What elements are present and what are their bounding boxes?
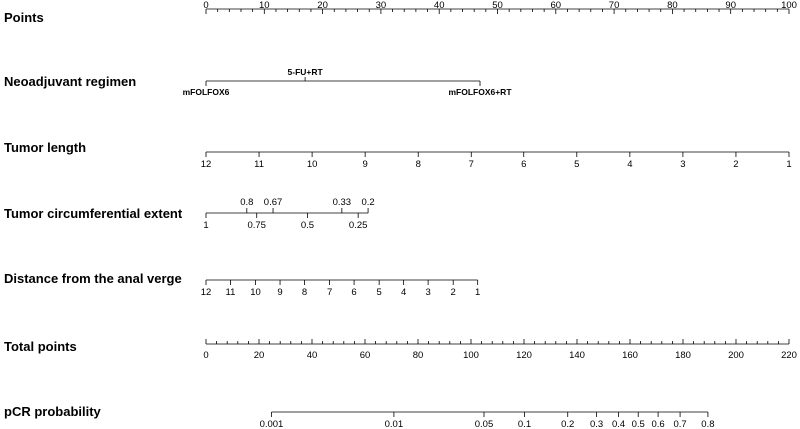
value-label: 2: [733, 159, 738, 170]
tick-label-5: 100: [463, 350, 479, 361]
value-label: 5: [574, 159, 579, 170]
tick-label-5: 160: [622, 350, 638, 361]
row-label-4: Distance from the anal verge: [4, 271, 182, 286]
value-label: 2: [451, 287, 456, 298]
probability-label: 0.01: [385, 419, 404, 429]
value-label: 0.33: [333, 197, 352, 208]
value-label: 5: [377, 287, 382, 298]
tick-label-0: 50: [492, 0, 503, 11]
value-label: 0.5: [301, 220, 314, 231]
value-label: 6: [351, 287, 356, 298]
value-label: 12: [201, 159, 212, 170]
tick-label-0: 90: [725, 0, 736, 11]
probability-label: 0.7: [673, 419, 686, 429]
probability-label: 0.05: [475, 419, 494, 429]
value-label: 0.67: [264, 197, 283, 208]
value-label: 12: [201, 287, 212, 298]
row-label-2: Tumor length: [4, 140, 86, 155]
tick-label-5: 200: [728, 350, 744, 361]
value-label: 0.2: [361, 197, 374, 208]
tick-label-5: 0: [203, 350, 208, 361]
probability-label: 0.5: [632, 419, 645, 429]
tick-label-5: 180: [675, 350, 691, 361]
value-label: 6: [521, 159, 526, 170]
category-label: 5-FU+RT: [288, 67, 324, 77]
value-label: 1: [203, 220, 208, 231]
tick-label-5: 40: [307, 350, 318, 361]
tick-label-0: 80: [667, 0, 678, 11]
probability-label: 0.001: [260, 419, 284, 429]
value-label: 0.25: [349, 220, 368, 231]
value-label: 8: [302, 287, 307, 298]
tick-label-0: 20: [317, 0, 328, 11]
value-label: 3: [425, 287, 430, 298]
value-label: 9: [277, 287, 282, 298]
value-label: 11: [254, 159, 264, 170]
value-label: 7: [469, 159, 474, 170]
tick-label-0: 40: [434, 0, 445, 11]
value-label: 0.75: [247, 220, 266, 231]
value-label: 4: [401, 287, 406, 298]
probability-label: 0.8: [701, 419, 714, 429]
value-label: 1: [475, 287, 480, 298]
tick-label-5: 220: [781, 350, 797, 361]
tick-label-5: 120: [516, 350, 532, 361]
tick-label-0: 70: [609, 0, 620, 11]
tick-label-0: 30: [376, 0, 387, 11]
value-label: 7: [327, 287, 332, 298]
tick-label-5: 20: [254, 350, 265, 361]
category-label: mFOLFOX6: [183, 87, 230, 97]
row-label-1: Neoadjuvant regimen: [4, 74, 136, 89]
row-label-5: Total points: [4, 339, 77, 354]
tick-label-5: 140: [569, 350, 585, 361]
value-label: 11: [226, 287, 236, 298]
probability-label: 0.1: [518, 419, 531, 429]
value-label: 4: [627, 159, 632, 170]
value-label: 10: [307, 159, 318, 170]
value-label: 8: [416, 159, 421, 170]
value-label: 10: [250, 287, 261, 298]
value-label: 3: [680, 159, 685, 170]
tick-label-0: 10: [259, 0, 270, 11]
value-label: 9: [363, 159, 368, 170]
tick-label-5: 80: [413, 350, 424, 361]
tick-label-0: 100: [781, 0, 797, 11]
category-label: mFOLFOX6+RT: [448, 87, 512, 97]
probability-label: 0.3: [590, 419, 603, 429]
tick-label-0: 60: [551, 0, 562, 11]
tick-label-5: 60: [360, 350, 371, 361]
value-label: 0.8: [240, 197, 253, 208]
row-label-0: Points: [4, 10, 44, 25]
probability-label: 0.6: [651, 419, 664, 429]
probability-label: 0.2: [561, 419, 574, 429]
row-label-6: pCR probability: [4, 404, 102, 419]
tick-label-0: 0: [203, 0, 208, 11]
row-label-3: Tumor circumferential extent: [4, 206, 183, 221]
probability-label: 0.4: [612, 419, 625, 429]
value-label: 1: [786, 159, 791, 170]
